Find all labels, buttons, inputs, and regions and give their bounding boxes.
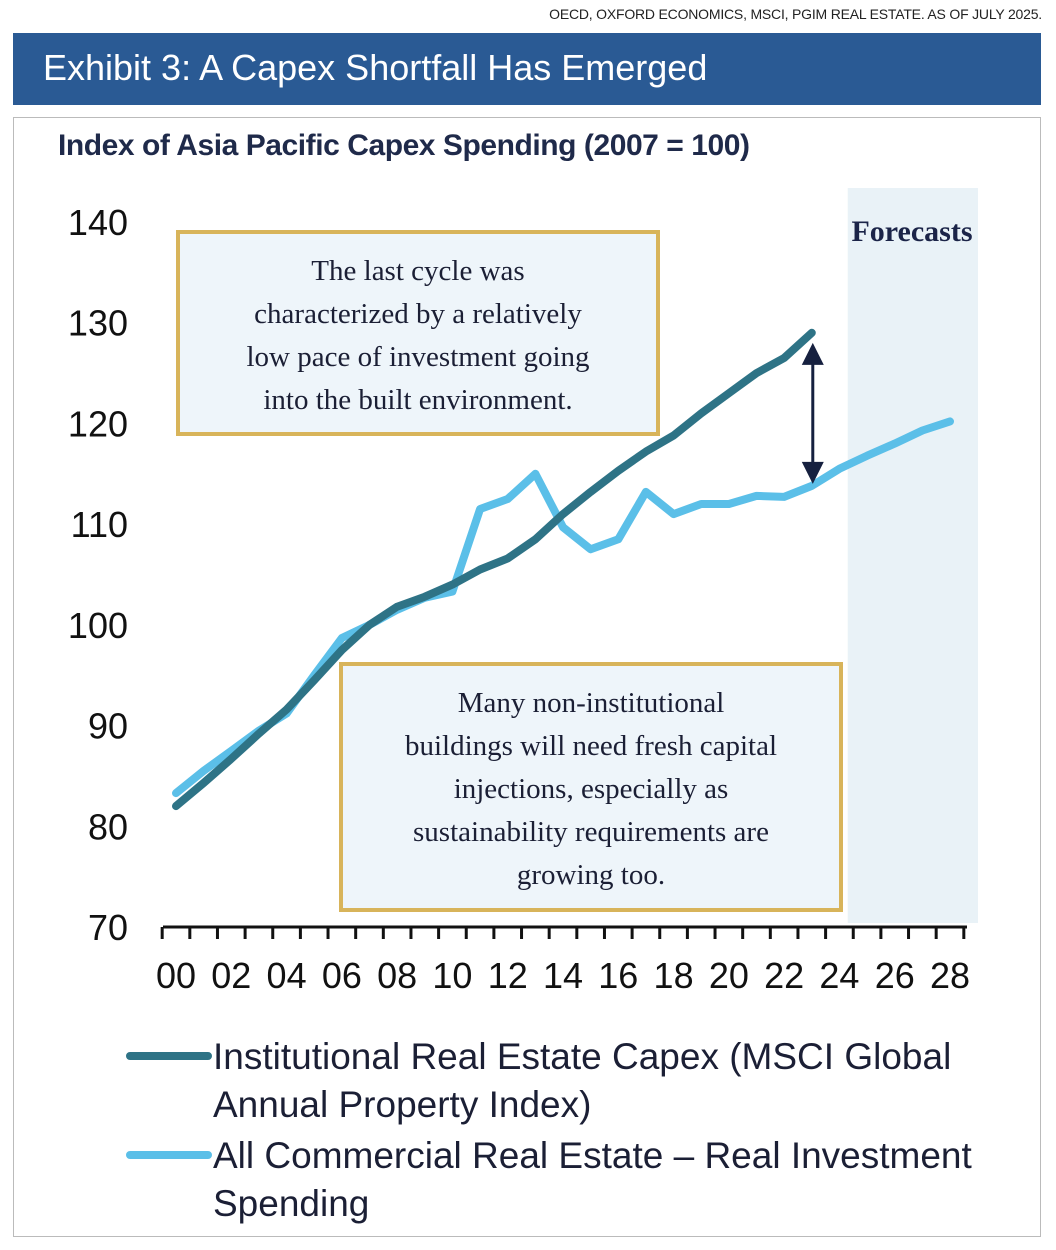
annotation-text: Many non-institutional: [458, 687, 725, 719]
x-tick-label: 22: [764, 955, 804, 996]
y-tick-label: 110: [71, 504, 128, 545]
annotation-text: growing too.: [517, 859, 665, 891]
exhibit-title: Exhibit 3: A Capex Shortfall Has Emerged: [43, 47, 708, 88]
annotation-box: [339, 662, 843, 912]
x-tick-label: 20: [709, 955, 749, 996]
annotation-text: sustainability requirements are: [413, 816, 769, 848]
y-tick-label: 140: [68, 202, 128, 243]
annotation-text: buildings will need fresh capital: [405, 730, 777, 762]
source-note: OECD, OXFORD ECONOMICS, MSCI, PGIM REAL …: [549, 6, 1042, 22]
x-tick-label: 24: [819, 955, 859, 996]
annotation-box: [176, 230, 660, 436]
x-tick-label: 16: [598, 955, 638, 996]
y-tick-label: 120: [68, 403, 128, 444]
chart-title: Index of Asia Pacific Capex Spending (20…: [58, 129, 750, 162]
legend-label: Institutional Real Estate Capex (MSCI Gl…: [213, 1036, 951, 1077]
x-tick-label: 02: [211, 955, 251, 996]
x-tick-label: 28: [930, 955, 970, 996]
y-tick-label: 90: [88, 706, 128, 747]
annotation-text: characterized by a relatively: [254, 298, 582, 330]
gap-arrow-head-up: [801, 342, 824, 365]
chart-frame: [13, 117, 1041, 1237]
y-tick-label: 70: [88, 907, 128, 948]
x-tick-label: 04: [267, 955, 307, 996]
x-tick-label: 14: [543, 955, 583, 996]
series-line-institutional: [172, 328, 816, 811]
annotation-text: into the built environment.: [263, 384, 572, 416]
annotation-text: low pace of investment going: [246, 341, 589, 373]
gap-arrow-head-down: [801, 461, 824, 484]
x-tick-label: 08: [377, 955, 417, 996]
y-tick-label: 130: [68, 303, 128, 344]
legend-label: All Commercial Real Estate – Real Invest…: [213, 1135, 973, 1176]
forecast-shade: [847, 188, 978, 923]
forecast-label: Forecasts: [851, 215, 972, 248]
y-tick-label: 80: [88, 806, 128, 847]
annotation-text: The last cycle was: [311, 255, 524, 287]
x-tick-label: 10: [432, 955, 472, 996]
legend-label: Annual Property Index): [213, 1084, 591, 1125]
exhibit-header: Exhibit 3: A Capex Shortfall Has Emerged: [13, 33, 1041, 105]
x-tick-label: 00: [156, 955, 196, 996]
x-tick-label: 12: [488, 955, 528, 996]
legend-label: Spending: [213, 1183, 369, 1224]
annotation-text: injections, especially as: [454, 773, 729, 805]
x-tick-label: 06: [322, 955, 362, 996]
y-tick-label: 100: [68, 605, 128, 646]
x-tick-label: 26: [875, 955, 915, 996]
x-tick-label: 18: [654, 955, 694, 996]
